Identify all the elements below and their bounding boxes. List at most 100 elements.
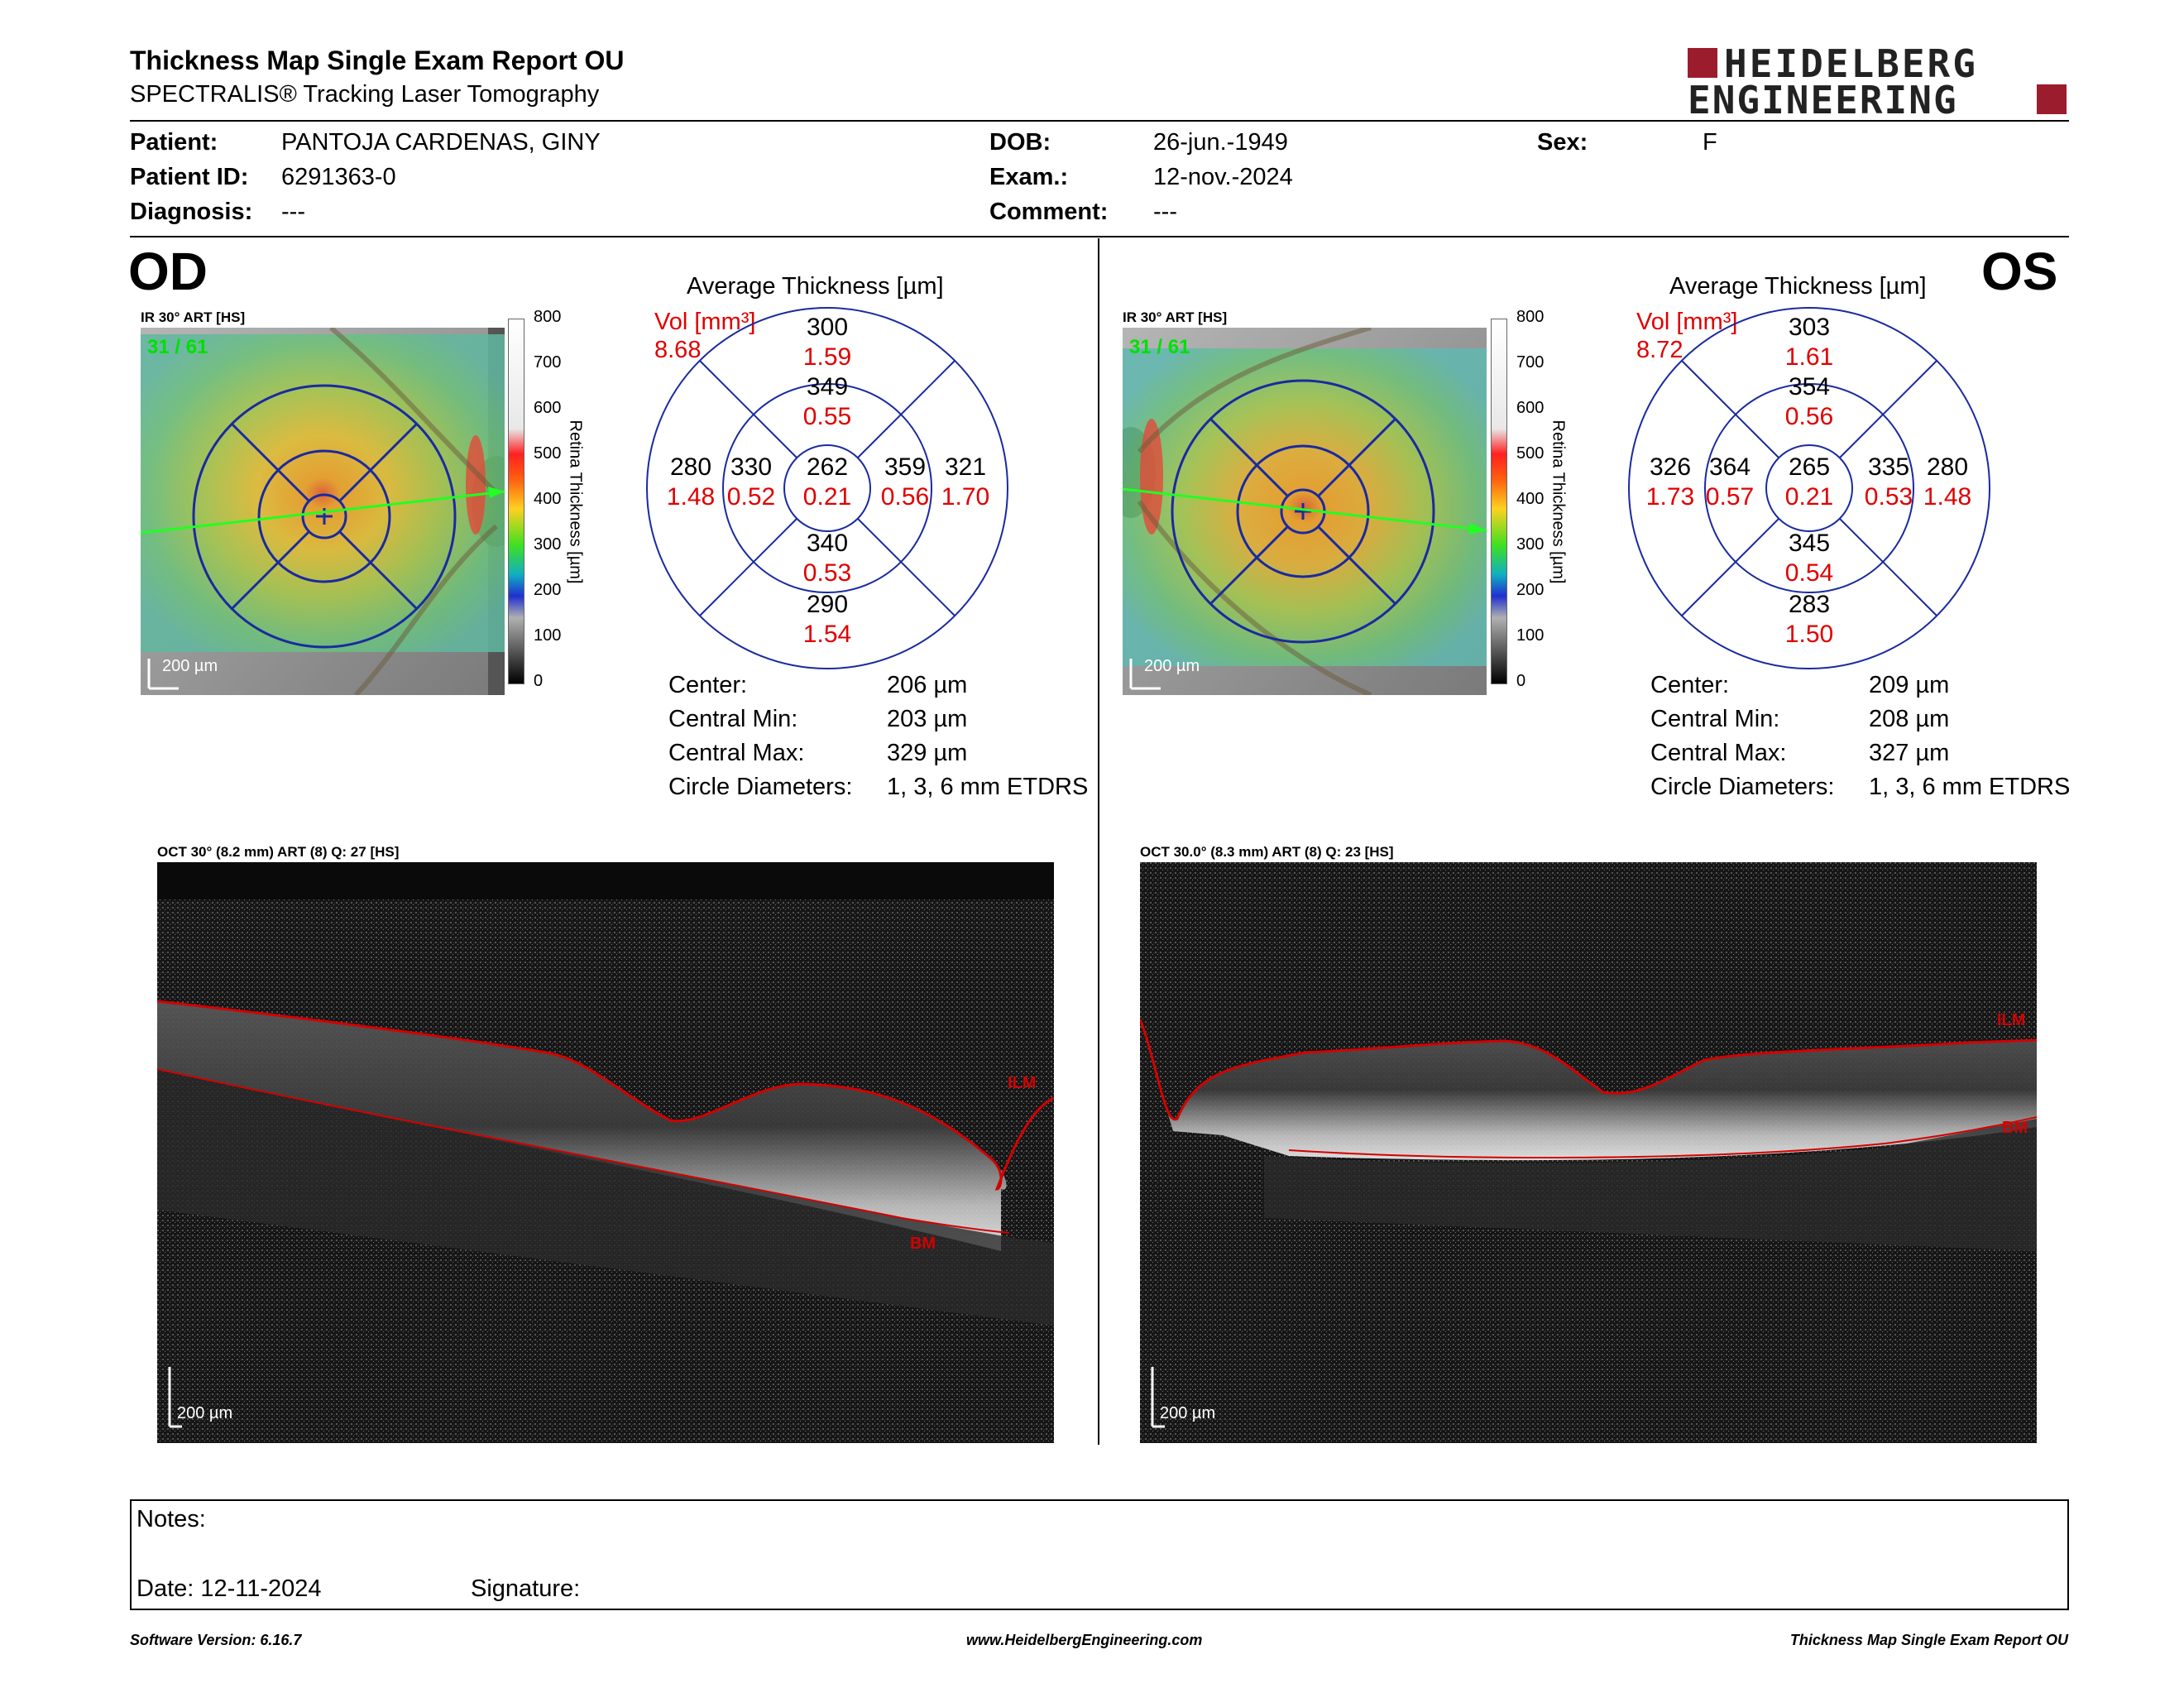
os-vol-value: 8.72 — [1636, 337, 1684, 363]
comment-value: --- — [1153, 199, 1177, 225]
os-cbar-axis-label: Retina Thickness [µm] — [1549, 420, 1568, 584]
logo-text-line2: ENGINEERING — [1688, 78, 1958, 122]
os-cbar-tick-400: 400 — [1516, 490, 1545, 508]
od-diam-value: 1, 3, 6 mm ETDRS — [887, 774, 1089, 800]
od-inner-sup-volume: 0.55 — [803, 403, 851, 430]
os-min-label: Central Min: — [1650, 706, 1780, 732]
date-label: Date: 12-11-2024 — [136, 1575, 322, 1602]
os-fundus-svg — [1123, 328, 1487, 695]
footer-report-name: Thickness Map Single Exam Report OU — [1789, 1632, 2068, 1648]
header-rule — [130, 120, 2069, 122]
od-oct-label: OCT 30° (8.2 mm) ART (8) Q: 27 [HS] — [157, 844, 400, 860]
od-cbar-tick-500: 500 — [534, 444, 562, 463]
os-outer-left-volume: 1.73 — [1646, 483, 1694, 511]
od-outer-left-volume: 1.48 — [667, 483, 715, 511]
od-frame-counter: 31 / 61 — [147, 336, 208, 358]
notes-label: Notes: — [136, 1506, 206, 1532]
patient-label: Patient: — [130, 129, 218, 156]
od-vol-value: 8.68 — [654, 337, 702, 363]
comment-label: Comment: — [989, 199, 1109, 225]
od-center-label: Center: — [668, 672, 748, 698]
os-diam-value: 1, 3, 6 mm ETDRS — [1869, 774, 2071, 800]
od-min-value: 203 µm — [887, 706, 968, 732]
od-cbar-tick-400: 400 — [534, 490, 562, 508]
od-oct-svg — [157, 862, 1054, 1443]
patient-id: 6291363-0 — [281, 164, 396, 190]
od-oct-image: ILM BM 200 µm — [157, 862, 1054, 1443]
od-eye-label: OD — [128, 242, 208, 301]
os-max-value: 327 µm — [1869, 740, 1950, 766]
os-cbar-tick-600: 600 — [1516, 399, 1545, 417]
os-center-thickness: 265 — [1789, 453, 1830, 481]
od-cbar-tick-200: 200 — [534, 581, 562, 599]
os-etdrs-diagram: 265 0.21 354 0.56 345 0.54 364 0.57 335 … — [1628, 307, 1990, 669]
os-inner-sup-thickness: 354 — [1789, 373, 1830, 400]
os-cbar-tick-700: 700 — [1516, 353, 1545, 372]
od-max-value: 329 µm — [887, 740, 968, 766]
exam-label: Exam.: — [989, 164, 1069, 190]
od-outer-sup-thickness: 300 — [807, 314, 848, 341]
os-cbar-tick-0: 0 — [1516, 672, 1526, 690]
os-center-value: 209 µm — [1869, 672, 1950, 698]
os-frame-counter: 31 / 61 — [1129, 336, 1190, 358]
os-outer-inf-thickness: 283 — [1789, 591, 1830, 618]
os-ilm-label: ILM — [1997, 1011, 2026, 1029]
os-min-value: 208 µm — [1869, 706, 1950, 732]
os-cbar-tick-300: 300 — [1516, 535, 1545, 554]
footer-website-link[interactable]: www.HeidelbergEngineering.com — [966, 1632, 1203, 1648]
os-fundus-image: 31 / 61 200 µm — [1123, 328, 1487, 695]
od-etdrs-diagram: 262 0.21 349 0.55 340 0.53 330 0.52 359 … — [646, 307, 1008, 669]
notes-box: Notes: Date: 12-11-2024 Signature: — [130, 1499, 2069, 1610]
od-ir-label: IR 30° ART [HS] — [141, 309, 246, 325]
report-title: Thickness Map Single Exam Report OU — [130, 46, 625, 75]
od-inner-right-volume: 0.56 — [881, 483, 929, 511]
diagnosis-label: Diagnosis: — [130, 199, 253, 225]
od-cbar-tick-100: 100 — [534, 626, 562, 645]
od-inner-right-thickness: 359 — [884, 453, 926, 481]
dob-label: DOB: — [989, 129, 1051, 156]
os-outer-left-thickness: 326 — [1650, 453, 1691, 481]
os-eye-label: OS — [1981, 242, 2058, 301]
footer-software-version: Software Version: 6.16.7 — [130, 1632, 302, 1648]
patient-rule — [130, 236, 2069, 237]
os-inner-inf-volume: 0.54 — [1785, 559, 1833, 587]
sex-label: Sex: — [1537, 129, 1588, 156]
os-cbar-tick-200: 200 — [1516, 581, 1545, 599]
od-min-label: Central Min: — [668, 706, 798, 732]
od-fundus-svg — [141, 328, 505, 695]
eye-separator — [1098, 238, 1099, 1445]
os-ir-label: IR 30° ART [HS] — [1123, 309, 1228, 325]
od-center-volume: 0.21 — [803, 483, 851, 511]
os-max-label: Central Max: — [1650, 740, 1787, 766]
od-inner-left-volume: 0.52 — [727, 483, 775, 511]
od-center-thickness: 262 — [807, 453, 848, 481]
os-oct-svg — [1140, 862, 2037, 1443]
os-inner-inf-thickness: 345 — [1789, 530, 1830, 557]
os-inner-left-volume: 0.57 — [1706, 483, 1754, 511]
os-avg-thickness-title: Average Thickness [µm] — [1669, 273, 1927, 300]
od-cbar-tick-800: 800 — [534, 308, 562, 326]
od-fundus-image: 31 / 61 200 µm — [141, 328, 505, 695]
os-cbar-tick-100: 100 — [1516, 626, 1545, 645]
od-inner-sup-thickness: 349 — [807, 373, 848, 400]
os-outer-right-volume: 1.48 — [1923, 483, 1971, 511]
os-inner-right-thickness: 335 — [1868, 453, 1909, 481]
os-outer-inf-volume: 1.50 — [1785, 621, 1833, 648]
sex-value: F — [1703, 129, 1717, 156]
heidelberg-logo: HEIDELBERG ENGINEERING — [1688, 41, 2068, 122]
os-inner-sup-volume: 0.56 — [1785, 403, 1833, 430]
od-outer-right-thickness: 321 — [945, 453, 986, 481]
logo-text-line1: HEIDELBERG — [1724, 41, 1978, 86]
od-diam-label: Circle Diameters: — [668, 774, 853, 800]
od-inner-inf-volume: 0.53 — [803, 559, 851, 587]
os-center-label: Center: — [1650, 672, 1730, 698]
od-outer-right-volume: 1.70 — [941, 483, 989, 511]
os-colorbar — [1491, 319, 1507, 684]
od-outer-inf-volume: 1.54 — [803, 621, 851, 648]
logo-square-top — [1688, 48, 1717, 78]
od-center-value: 206 µm — [887, 672, 968, 698]
od-oct-scale: 200 µm — [177, 1404, 233, 1422]
os-outer-sup-volume: 1.61 — [1785, 343, 1833, 371]
od-outer-inf-thickness: 290 — [807, 591, 848, 618]
os-diam-label: Circle Diameters: — [1650, 774, 1835, 800]
